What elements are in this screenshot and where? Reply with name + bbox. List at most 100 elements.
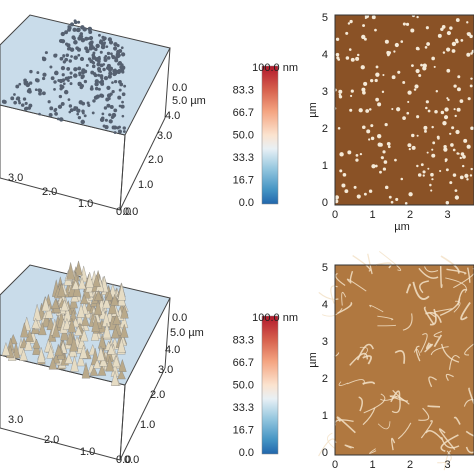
surface-peak — [44, 303, 54, 319]
fiber — [349, 270, 354, 284]
fiber — [363, 393, 386, 414]
particle — [430, 189, 433, 192]
surface-grain — [18, 82, 22, 86]
surface-peak — [96, 345, 106, 361]
surface-axis-label: 2.0 — [44, 434, 59, 446]
surface-grain — [121, 114, 125, 118]
surface-grain — [97, 69, 101, 73]
surface-grain — [54, 70, 59, 76]
surface-peak — [89, 366, 99, 376]
particle — [407, 100, 410, 103]
surface-grain — [113, 42, 118, 47]
particle — [431, 178, 434, 181]
particle — [464, 173, 469, 178]
y-tick-label: 0 — [322, 197, 328, 209]
particle — [408, 192, 413, 197]
surface-grain — [77, 116, 82, 120]
particle — [434, 109, 438, 114]
particle — [469, 84, 473, 88]
surface-grain — [77, 20, 81, 24]
particle — [335, 52, 340, 57]
particle — [469, 174, 473, 177]
surface-grain — [87, 26, 93, 32]
particle — [460, 39, 464, 42]
surface-peak — [105, 290, 114, 301]
surface-grain — [121, 70, 125, 74]
surface-peak — [1, 342, 11, 356]
particle — [466, 52, 471, 57]
particle — [344, 189, 349, 194]
surface-grain — [113, 131, 117, 134]
colorbar-label: 16.7 — [233, 424, 254, 436]
surface-grain — [38, 91, 42, 96]
particle — [368, 138, 371, 141]
particle — [377, 142, 382, 147]
particle — [416, 115, 420, 119]
surface-grain — [69, 108, 74, 113]
fiber — [440, 255, 460, 275]
surface-grain — [111, 54, 114, 58]
particle — [443, 144, 447, 149]
particle — [358, 108, 363, 113]
fiber — [468, 387, 474, 405]
surface-grain — [63, 89, 69, 95]
y-axis-label: µm — [307, 352, 319, 368]
surface-grain — [116, 126, 120, 130]
y-tick-label: 4 — [322, 49, 328, 61]
surface-axis-label: 1.0 — [138, 179, 153, 191]
particle — [415, 68, 420, 74]
surface-grain — [59, 117, 64, 122]
particle — [457, 75, 461, 79]
particle — [379, 170, 382, 174]
surface-grain — [50, 76, 55, 81]
particle — [377, 102, 382, 107]
fiber — [445, 277, 467, 293]
particle — [471, 49, 474, 53]
surface-grain — [70, 22, 75, 27]
surface-peak — [48, 356, 58, 370]
surface-grain — [34, 78, 39, 82]
particle — [469, 34, 473, 39]
surface-grain — [119, 69, 122, 73]
particle — [411, 64, 414, 67]
particle — [371, 164, 376, 169]
particle — [463, 138, 468, 143]
particle — [425, 26, 429, 30]
particle — [361, 87, 366, 92]
particle — [422, 63, 427, 68]
colorbar — [261, 315, 279, 455]
surface-grain — [119, 65, 124, 70]
surface-grain — [64, 58, 68, 62]
x-tick-label: 2 — [407, 209, 413, 221]
surface-grain — [48, 113, 53, 118]
surface-axis-label: 0.0 — [172, 82, 187, 94]
y-tick-label: 3 — [322, 86, 328, 98]
fiber — [438, 428, 456, 451]
particle — [335, 37, 340, 41]
fiber — [418, 407, 430, 421]
particle — [420, 63, 423, 67]
surface-grain — [59, 56, 64, 61]
fiber — [428, 376, 437, 388]
colorbar — [261, 65, 279, 205]
fiber — [394, 350, 406, 364]
particle — [345, 31, 349, 35]
surface-grain — [104, 54, 108, 58]
particle — [424, 129, 427, 133]
surface-grain — [105, 45, 109, 48]
surface-peak — [57, 282, 66, 297]
surface-peak — [92, 358, 102, 369]
surface-peak — [51, 298, 60, 309]
surface-grain — [92, 99, 96, 103]
surface-axis-label: 3.0 — [8, 172, 23, 184]
particle — [402, 116, 406, 120]
fiber — [377, 421, 391, 430]
surface-grain — [112, 68, 117, 74]
fiber — [429, 312, 437, 318]
surface-grain — [58, 94, 63, 99]
surface-grain — [122, 130, 126, 133]
surface-grain — [109, 105, 114, 110]
surface-axis-label: 2.0 — [42, 186, 57, 198]
surface-grain — [61, 73, 65, 77]
fiber — [440, 436, 460, 449]
